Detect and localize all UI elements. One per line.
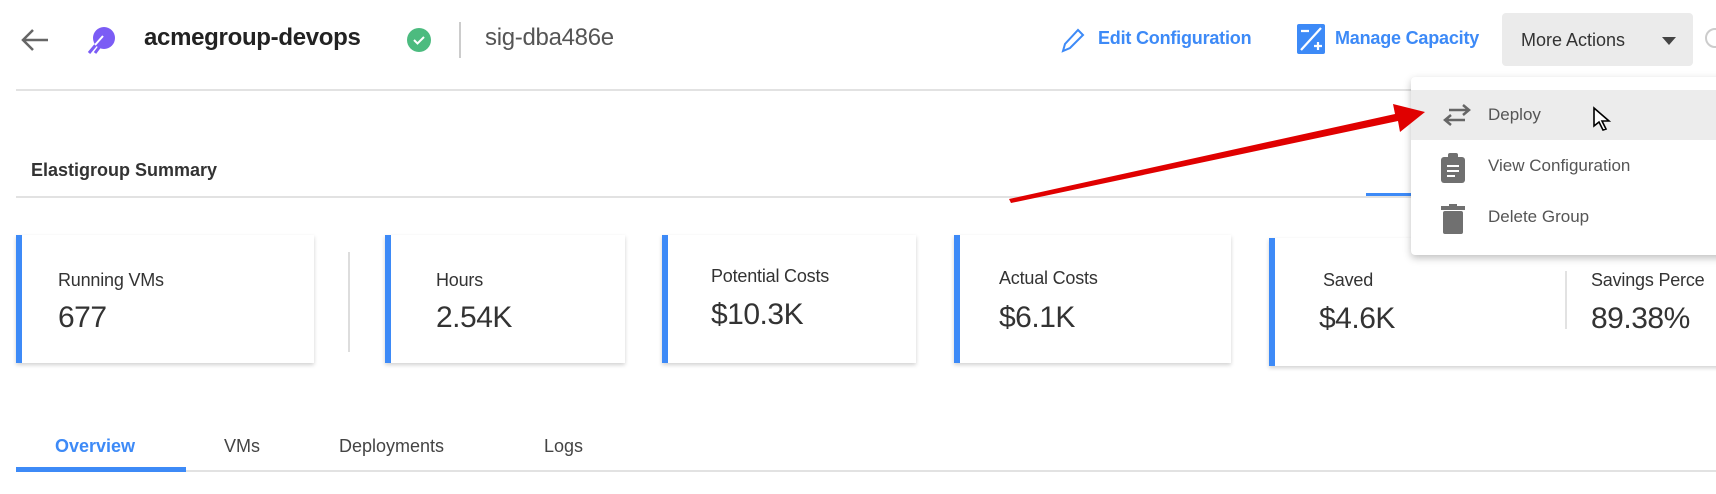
trash-icon (1441, 204, 1465, 234)
stat-label: Saved (1323, 270, 1374, 290)
stat-card-savings: Saved $4.6K Savings Perce 89.38% (1269, 238, 1716, 366)
brand-logo-icon (87, 27, 115, 54)
stat-value: $4.6K (1319, 302, 1395, 335)
stat-value: 677 (58, 301, 107, 334)
stat-label: Running VMs (58, 270, 164, 290)
tab-vms[interactable]: VMs (224, 436, 260, 456)
stat-card-actual-costs: Actual Costs $6.1K (954, 235, 1231, 363)
group-id: sig-dba486e (485, 24, 614, 51)
summary-tab-indicator (1366, 193, 1416, 197)
tab-logs[interactable]: Logs (544, 436, 584, 456)
stat-label: Actual Costs (999, 268, 1098, 288)
more-actions-button[interactable]: More Actions (1502, 13, 1693, 66)
summary-title: Elastigroup Summary (31, 160, 218, 180)
stat-value: $10.3K (711, 298, 804, 331)
active-tab-indicator (16, 467, 186, 472)
summary-divider (16, 196, 1716, 198)
edit-configuration-label: Edit Configuration (1098, 28, 1252, 48)
more-actions-label: More Actions (1521, 30, 1626, 50)
swap-arrows-icon (1443, 104, 1471, 126)
title-divider (459, 22, 461, 58)
clipboard-icon (1441, 153, 1465, 183)
pencil-icon (1061, 28, 1085, 53)
capacity-icon (1297, 24, 1325, 54)
tabs-divider (16, 470, 1716, 472)
header-divider (16, 89, 1716, 91)
stat-label: Hours (436, 270, 484, 290)
tab-overview[interactable]: Overview (55, 436, 136, 456)
menu-item-label: Delete Group (1488, 207, 1590, 226)
mouse-cursor-icon (1593, 106, 1612, 131)
menu-item-label: Deploy (1488, 105, 1541, 124)
stat-value: 89.38% (1591, 302, 1690, 335)
edit-configuration-button[interactable]: Edit Configuration (1059, 24, 1269, 56)
menu-item-label: View Configuration (1488, 156, 1631, 175)
stat-label: Savings Perce (1591, 270, 1705, 290)
stat-value: $6.1K (999, 301, 1075, 334)
menu-item-delete-group[interactable]: Delete Group (1411, 192, 1716, 242)
stat-card-potential-costs: Potential Costs $10.3K (662, 235, 916, 363)
status-check-icon (407, 28, 431, 52)
card-divider (1565, 271, 1567, 329)
stat-value: 2.54K (436, 301, 512, 334)
menu-item-view-configuration[interactable]: View Configuration (1411, 141, 1716, 191)
stat-card-running-vms: Running VMs 677 (16, 235, 314, 363)
card-divider (348, 252, 350, 352)
stat-label: Potential Costs (711, 266, 830, 286)
more-actions-menu: Deploy View Configuration Delete Group (1411, 77, 1716, 255)
tab-deployments[interactable]: Deployments (339, 436, 445, 456)
menu-item-deploy[interactable]: Deploy (1411, 90, 1716, 140)
partial-icon (1705, 28, 1716, 48)
back-arrow-icon[interactable] (20, 27, 50, 53)
group-title: acmegroup-devops (144, 24, 361, 51)
caret-down-icon (1662, 37, 1676, 45)
stat-card-hours: Hours 2.54K (385, 235, 625, 363)
manage-capacity-button[interactable]: Manage Capacity (1297, 24, 1492, 56)
manage-capacity-label: Manage Capacity (1335, 28, 1480, 48)
